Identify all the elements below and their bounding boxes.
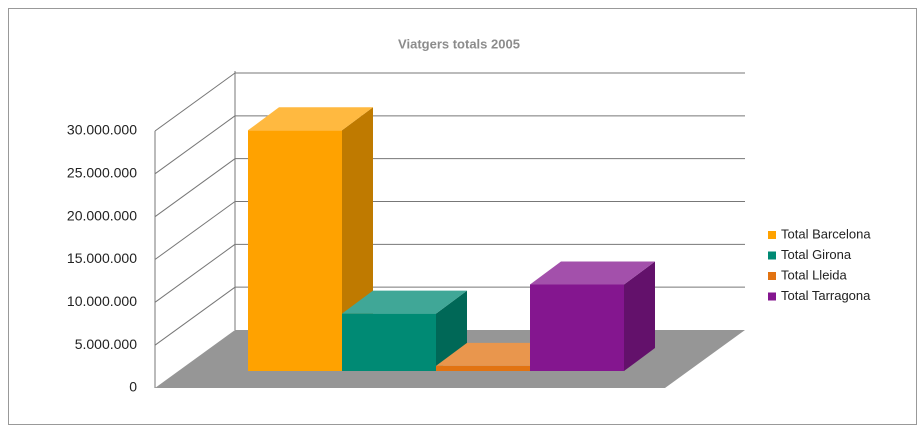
legend-swatch bbox=[768, 292, 776, 301]
grid-line bbox=[154, 201, 236, 260]
grid-line bbox=[154, 158, 236, 218]
legend-label: Total Girona bbox=[781, 247, 852, 262]
y-tick-label: 25.000.000 bbox=[67, 165, 137, 181]
grid-line bbox=[154, 286, 236, 346]
legend-label: Total Barcelona bbox=[781, 226, 871, 241]
y-tick-label: 30.000.000 bbox=[67, 122, 137, 138]
bar-front bbox=[436, 365, 530, 371]
bar-top bbox=[530, 261, 655, 285]
y-tick-label: 5.000.000 bbox=[75, 336, 137, 352]
bar-front bbox=[342, 313, 436, 371]
y-tick-label: 20.000.000 bbox=[67, 207, 137, 223]
y-tick-label: 0 bbox=[129, 379, 137, 395]
bar-top bbox=[342, 290, 467, 314]
bar-top bbox=[248, 107, 373, 131]
bar-front bbox=[248, 130, 342, 371]
grid-line bbox=[154, 243, 236, 303]
legend-label: Total Tarragona bbox=[781, 288, 871, 303]
y-tick-label: 10.000.000 bbox=[67, 293, 137, 309]
bar-side bbox=[624, 261, 655, 371]
y-tick-label: 15.000.000 bbox=[67, 250, 137, 266]
legend-label: Total Lleida bbox=[781, 267, 848, 282]
chart-title: Viatgers totals 2005 bbox=[398, 36, 520, 51]
legend-swatch bbox=[768, 272, 776, 280]
bar-top bbox=[436, 342, 561, 366]
legend-swatch bbox=[768, 251, 776, 260]
grid-line bbox=[154, 115, 236, 175]
grid-line bbox=[154, 72, 236, 132]
bar-front bbox=[530, 284, 624, 371]
legend-swatch bbox=[768, 231, 776, 239]
